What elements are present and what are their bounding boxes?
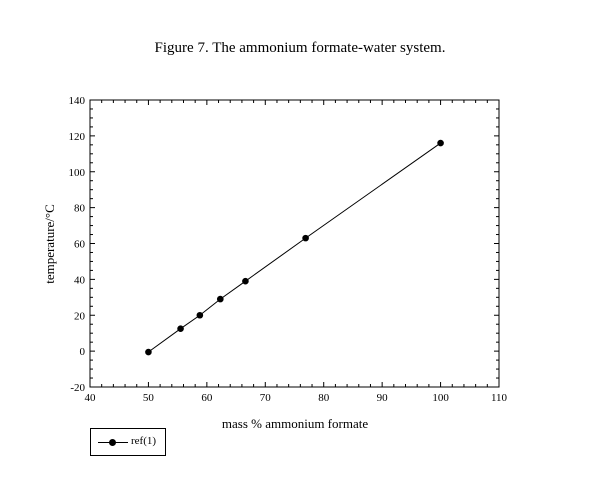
x-axis-label: mass % ammonium formate	[221, 416, 369, 431]
data-point	[196, 311, 204, 319]
series-line	[148, 142, 441, 353]
y-tick-label: 40	[74, 274, 86, 286]
x-tick-label: 80	[318, 392, 330, 404]
y-axis-label: temperature/°C	[42, 204, 57, 284]
y-tick-label: -20	[70, 382, 85, 394]
y-tick-label: 100	[69, 167, 86, 179]
y-tick-label: 60	[74, 239, 86, 251]
data-point	[216, 295, 224, 303]
x-tick-label: 60	[201, 392, 213, 404]
data-point	[242, 277, 249, 285]
legend-marker-swatch	[109, 439, 116, 446]
y-tick-label: 120	[69, 131, 86, 143]
y-tick-label: 0	[80, 346, 86, 358]
data-point	[177, 325, 184, 333]
chart-title: Figure 7. The ammonium formate-water sys…	[154, 40, 446, 56]
data-point	[302, 234, 309, 242]
x-tick-label: 40	[85, 392, 97, 404]
y-tick-label: 20	[74, 310, 86, 322]
y-tick-label: 80	[74, 203, 86, 215]
legend-entry-label: ref(1)	[131, 435, 157, 447]
x-tick-label: 70	[260, 392, 272, 404]
legend: ref(1)	[90, 428, 166, 456]
x-tick-label: 100	[432, 392, 449, 404]
x-tick-label: 110	[491, 392, 508, 404]
y-tick-label: 140	[69, 95, 86, 107]
data-point	[437, 139, 444, 147]
x-tick-label: 90	[377, 392, 389, 404]
data-point	[145, 348, 152, 356]
x-tick-label: 50	[143, 392, 155, 404]
